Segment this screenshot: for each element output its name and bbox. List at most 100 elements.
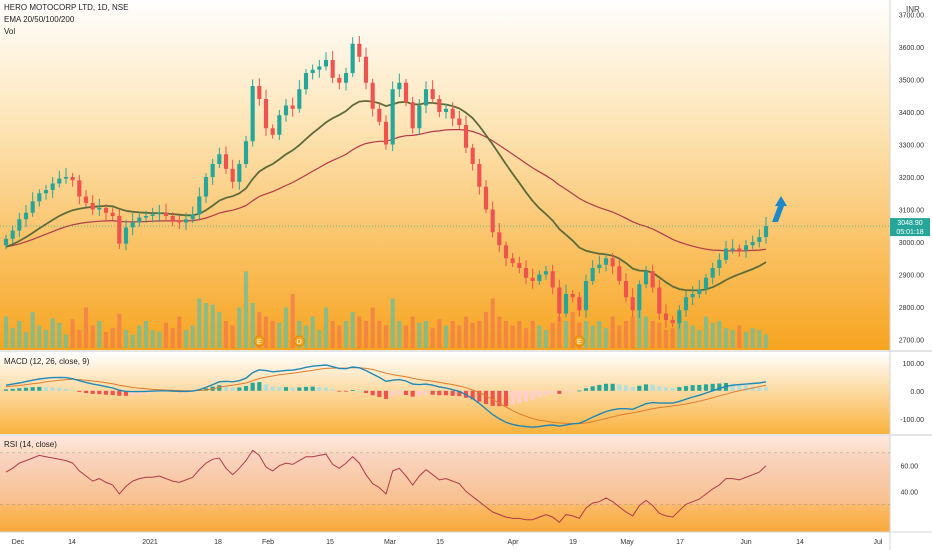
x-axis-ticks[interactable]: Dec 14 2021 18 Feb 15 Mar 15 Apr 19 May 17 Jun 14 Jul: [12, 539, 883, 546]
candle-body[interactable]: [403, 82, 409, 103]
candle-body[interactable]: [717, 259, 722, 268]
candle-body[interactable]: [743, 245, 749, 251]
candle-body[interactable]: [170, 216, 175, 221]
candle-body[interactable]: [63, 177, 69, 179]
candle-body[interactable]: [190, 214, 195, 220]
candle-body[interactable]: [263, 99, 269, 129]
candle-body[interactable]: [550, 271, 555, 288]
candle-body[interactable]: [210, 164, 215, 177]
candle-body[interactable]: [650, 271, 655, 288]
candle-body[interactable]: [437, 99, 442, 112]
y-axis-ticks[interactable]: 3700.00 3600.00 3500.00 3400.00 3300.00 3200.…: [899, 13, 924, 497]
price-tick[interactable]: 2900.00: [899, 273, 924, 280]
rsi-tick[interactable]: 40.00: [900, 489, 918, 496]
candle-body[interactable]: [117, 216, 122, 244]
candle-body[interactable]: [277, 115, 282, 135]
x-tick[interactable]: 15: [326, 539, 334, 546]
price-tick[interactable]: 3700.00: [899, 13, 924, 20]
candle-body[interactable]: [83, 196, 89, 204]
candle-body[interactable]: [477, 164, 482, 187]
candle-body[interactable]: [163, 212, 169, 216]
candle-body[interactable]: [690, 294, 695, 298]
ema-legend[interactable]: EMA 20/50/100/200: [4, 15, 75, 24]
x-tick[interactable]: Mar: [384, 539, 397, 546]
candle-body[interactable]: [97, 207, 102, 210]
candle-body[interactable]: [417, 105, 422, 129]
candle-body[interactable]: [90, 203, 95, 210]
candle-body[interactable]: [530, 277, 535, 281]
candle-body[interactable]: [317, 66, 322, 70]
candle-series[interactable]: [3, 35, 769, 329]
x-tick[interactable]: Jun: [740, 539, 751, 546]
x-tick[interactable]: Apr: [508, 539, 520, 546]
candle-body[interactable]: [397, 82, 402, 90]
candle-body[interactable]: [10, 230, 15, 239]
candle-body[interactable]: [37, 193, 42, 202]
candle-body[interactable]: [77, 180, 82, 197]
price-tick[interactable]: 3100.00: [899, 208, 924, 215]
candle-body[interactable]: [310, 69, 315, 73]
candle-body[interactable]: [257, 86, 262, 99]
candle-body[interactable]: [223, 154, 229, 169]
macd-tick[interactable]: -100.00: [900, 417, 924, 424]
candle-body[interactable]: [443, 108, 449, 112]
candle-body[interactable]: [763, 226, 769, 238]
candle-body[interactable]: [297, 89, 302, 109]
price-tick[interactable]: 3000.00: [899, 240, 924, 247]
candle-body[interactable]: [617, 266, 622, 281]
candle-body[interactable]: [17, 219, 22, 231]
candle-body[interactable]: [410, 102, 415, 129]
candle-body[interactable]: [563, 294, 569, 314]
candle-body[interactable]: [123, 227, 129, 244]
candle-body[interactable]: [30, 201, 35, 213]
candle-body[interactable]: [457, 118, 462, 126]
x-tick[interactable]: May: [620, 539, 634, 546]
price-tick[interactable]: 3500.00: [899, 78, 924, 85]
candle-body[interactable]: [203, 177, 209, 197]
candle-body[interactable]: [523, 268, 529, 278]
candle-body[interactable]: [657, 287, 662, 314]
candle-body[interactable]: [703, 277, 709, 290]
candle-body[interactable]: [723, 248, 729, 260]
candle-body[interactable]: [637, 284, 642, 311]
candle-body[interactable]: [130, 222, 135, 228]
candle-body[interactable]: [517, 263, 522, 268]
candle-body[interactable]: [750, 242, 755, 246]
price-tick[interactable]: 3200.00: [899, 175, 924, 182]
event-marker-circle[interactable]: [253, 335, 265, 347]
candle-body[interactable]: [3, 238, 9, 246]
x-tick[interactable]: Jul: [874, 539, 883, 546]
candle-body[interactable]: [137, 217, 142, 223]
event-marker-circle[interactable]: [573, 335, 585, 347]
candle-body[interactable]: [730, 248, 735, 251]
candle-body[interactable]: [390, 89, 395, 145]
macd-legend[interactable]: MACD (12, 26, close, 9): [4, 357, 90, 366]
volume-legend[interactable]: Vol: [4, 27, 15, 36]
candle-body[interactable]: [57, 178, 62, 184]
candle-body[interactable]: [590, 268, 595, 281]
candle-body[interactable]: [330, 60, 335, 78]
candle-body[interactable]: [463, 125, 469, 148]
candle-body[interactable]: [283, 105, 289, 116]
price-tick[interactable]: 3400.00: [899, 110, 924, 117]
x-tick[interactable]: Feb: [262, 539, 274, 546]
candle-body[interactable]: [603, 258, 609, 265]
candle-body[interactable]: [103, 207, 109, 213]
candle-body[interactable]: [697, 289, 702, 294]
candle-body[interactable]: [483, 186, 489, 210]
candle-body[interactable]: [143, 216, 149, 218]
candle-body[interactable]: [490, 209, 495, 233]
x-tick[interactable]: 2021: [142, 539, 158, 546]
candle-body[interactable]: [510, 258, 515, 264]
candle-body[interactable]: [157, 212, 162, 215]
candle-body[interactable]: [757, 237, 762, 242]
x-tick[interactable]: Dec: [12, 539, 25, 546]
candle-body[interactable]: [183, 219, 189, 223]
rsi-legend[interactable]: RSI (14, close): [4, 440, 57, 449]
candle-body[interactable]: [250, 86, 255, 142]
candle-body[interactable]: [110, 212, 115, 216]
candle-body[interactable]: [643, 271, 649, 285]
candle-body[interactable]: [543, 271, 549, 275]
